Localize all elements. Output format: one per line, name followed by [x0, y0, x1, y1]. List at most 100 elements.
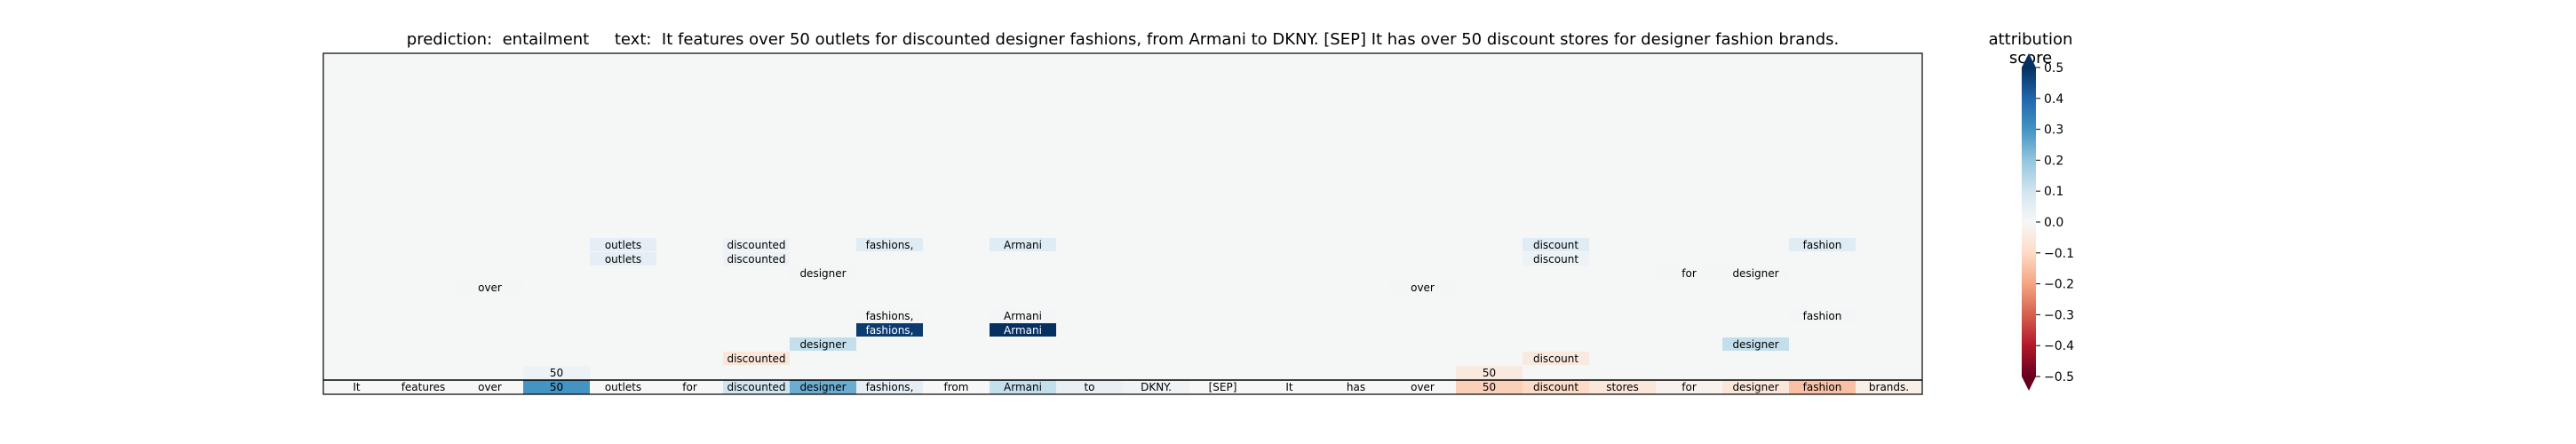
token-cell: [1589, 380, 1656, 394]
token-cell: [1856, 380, 1922, 394]
token-label: has: [1347, 381, 1365, 393]
attention-cell: [856, 238, 923, 251]
token-label: from: [944, 381, 969, 393]
token-label: [SEP]: [1209, 381, 1237, 393]
attention-cell: [1722, 266, 1789, 280]
token-cell: [1056, 380, 1123, 394]
attention-label: over: [478, 281, 502, 294]
attention-label: 50: [1483, 367, 1496, 379]
attention-label: fashions,: [866, 324, 914, 337]
attention-label: designer: [1732, 338, 1778, 351]
attention-label: fashions,: [866, 239, 914, 251]
attention-cell: [1722, 337, 1789, 351]
colorbar-min-arrow: [2022, 377, 2036, 391]
token-cell: [1656, 380, 1722, 394]
token-label: discount: [1533, 381, 1578, 393]
attention-cell: [457, 281, 523, 294]
token-label: features: [402, 381, 446, 393]
attention-cell: [723, 238, 790, 251]
attention-label: fashions,: [866, 310, 914, 322]
attention-label: Armani: [1004, 310, 1042, 322]
attention-cell: [723, 352, 790, 365]
attention-label: fashion: [1803, 239, 1842, 251]
attention-cell: [1523, 252, 1589, 266]
attention-cell: [1523, 352, 1589, 365]
colorbar-tick-label: 0.0: [2044, 216, 2063, 230]
attention-label: over: [1411, 281, 1435, 294]
token-label: It: [353, 381, 361, 393]
attention-label: for: [1682, 267, 1697, 280]
token-cell: [457, 380, 523, 394]
token-cell: [390, 380, 457, 394]
token-label: over: [1411, 381, 1435, 393]
token-label: fashion: [1803, 381, 1842, 393]
token-label: outlets: [605, 381, 641, 393]
attention-cell: [856, 309, 923, 322]
token-label: fashions,: [866, 381, 914, 393]
attention-label: discount: [1533, 353, 1578, 365]
attention-cell: [1789, 238, 1856, 251]
token-label: designer: [1732, 381, 1778, 393]
token-label: to: [1084, 381, 1094, 393]
colorbar-tick-label: 0.3: [2044, 123, 2063, 138]
colorbar: [2022, 67, 2036, 377]
attention-cell: [790, 266, 856, 280]
attention-label: designer: [799, 267, 846, 280]
attention-label: designer: [799, 338, 846, 351]
attention-cell: [590, 238, 656, 251]
attention-label: Armani: [1004, 324, 1042, 337]
attention-label: discount: [1533, 239, 1578, 251]
token-cell: [656, 380, 723, 394]
token-label: stores: [1606, 381, 1639, 393]
token-cell: [790, 380, 856, 394]
token-cell: [590, 380, 656, 394]
colorbar-tick-label: 0.4: [2044, 92, 2063, 107]
attention-label: Armani: [1004, 239, 1042, 251]
token-label: Armani: [1004, 381, 1042, 393]
token-label: 50: [550, 381, 563, 393]
text-label: text:: [614, 30, 652, 49]
attention-label: fashion: [1803, 310, 1842, 322]
colorbar-tick-label: −0.1: [2044, 247, 2074, 261]
attention-cell: [790, 337, 856, 351]
colorbar-tick-label: −0.5: [2044, 370, 2074, 385]
attention-label: discounted: [727, 253, 785, 266]
token-cell: [1722, 380, 1789, 394]
attention-label: outlets: [605, 239, 641, 251]
token-cell: [1456, 380, 1523, 394]
attention-cell: [1456, 366, 1523, 379]
colorbar-max-arrow: [2022, 53, 2036, 67]
attention-label: 50: [550, 367, 563, 379]
attention-cell: [990, 323, 1056, 337]
token-label: for: [1682, 381, 1697, 393]
prediction-value: entailment: [502, 30, 590, 49]
plot-frame: [322, 52, 1923, 395]
attention-label: discounted: [727, 239, 785, 251]
plot-background: [323, 53, 1922, 394]
text-value: It features over 50 outlets for discount…: [661, 30, 1840, 49]
token-cell: [323, 380, 390, 394]
token-cell: [1389, 380, 1456, 394]
chart-title: prediction: entailment text: It features…: [323, 30, 1922, 49]
token-cell: [723, 380, 790, 394]
token-cell: [523, 380, 590, 394]
token-cell: [990, 380, 1056, 394]
prediction-label: prediction:: [406, 30, 493, 49]
attention-label: outlets: [605, 253, 641, 266]
token-label: It: [1285, 381, 1293, 393]
token-cell: [1256, 380, 1323, 394]
token-cell: [1523, 380, 1589, 394]
attention-label: discounted: [727, 353, 785, 365]
colorbar-tick-label: −0.3: [2044, 308, 2074, 322]
token-cell: [923, 380, 990, 394]
attention-label: discount: [1533, 253, 1578, 266]
token-label: 50: [1483, 381, 1496, 393]
token-label: discounted: [727, 381, 785, 393]
attention-cell: [523, 366, 590, 379]
attention-cell: [856, 323, 923, 337]
colorbar-tick-label: −0.2: [2044, 278, 2074, 292]
token-label: designer: [799, 381, 846, 393]
attention-cell: [990, 238, 1056, 251]
colorbar-tick-label: −0.4: [2044, 339, 2074, 353]
